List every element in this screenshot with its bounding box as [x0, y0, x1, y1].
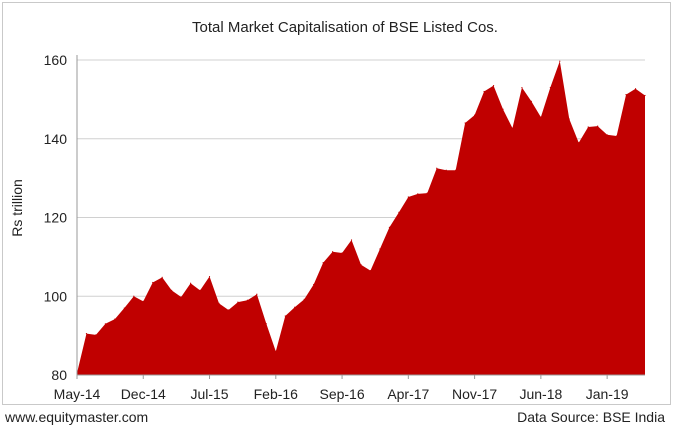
- x-tick-label: Jan-19: [586, 386, 629, 402]
- data-point-May-17: [417, 193, 419, 195]
- data-point-Dec-17: [483, 90, 485, 93]
- x-tick-label: Jun-18: [519, 386, 562, 402]
- data-point-Dec-18: [597, 125, 599, 127]
- x-tick-label: Dec-14: [121, 386, 166, 402]
- data-point-Jun-16: [313, 283, 315, 286]
- data-point-Nov-14: [133, 295, 135, 297]
- data-point-Jul-15: [208, 275, 211, 278]
- data-point-Jul-18: [549, 86, 551, 89]
- x-tick-label: Jul-15: [190, 386, 228, 402]
- data-point-Nov-15: [246, 299, 248, 301]
- data-point-Apr-17: [407, 196, 409, 198]
- data-point-Aug-17: [445, 169, 447, 171]
- data-point-Mar-18: [511, 127, 514, 129]
- data-point-Sep-18: [568, 118, 570, 120]
- data-point-Jan-15: [152, 281, 154, 284]
- data-point-Feb-16: [275, 350, 277, 352]
- data-point-Jan-19: [606, 134, 608, 136]
- x-tick-label: Apr-17: [387, 386, 429, 402]
- data-point-Oct-18: [578, 142, 580, 144]
- y-tick-label: 160: [44, 52, 68, 68]
- x-tick-label: Nov-17: [452, 386, 497, 402]
- data-point-Mar-19: [625, 94, 627, 96]
- data-point-Oct-15: [237, 301, 239, 303]
- data-point-Jan-17: [379, 248, 381, 250]
- y-tick-label: 80: [51, 367, 67, 383]
- data-point-Feb-17: [388, 226, 390, 228]
- x-tick-label: May-14: [54, 386, 101, 402]
- data-point-Nov-17: [474, 114, 476, 116]
- data-points: [76, 60, 646, 374]
- data-point-Oct-17: [464, 122, 466, 124]
- data-point-Aug-14: [104, 323, 106, 325]
- data-point-Jun-14: [85, 333, 88, 335]
- data-point-Apr-19: [634, 88, 637, 90]
- data-point-Jul-17: [436, 167, 438, 169]
- chart-title: Total Market Capitalisation of BSE Liste…: [192, 19, 498, 36]
- data-point-Dec-15: [256, 293, 258, 295]
- y-tick-labels: 80 100 120 140 160: [44, 52, 68, 383]
- data-point-May-15: [190, 282, 192, 284]
- axes: [76, 55, 645, 376]
- data-point-Apr-16: [294, 306, 296, 308]
- data-point-Mar-16: [284, 315, 286, 317]
- x-tick-label: Feb-16: [254, 386, 299, 402]
- data-point-Apr-18: [521, 86, 523, 89]
- data-point-Apr-15: [180, 296, 182, 298]
- data-point-Jan-16: [265, 323, 267, 325]
- data-point-May-18: [530, 100, 533, 102]
- data-point-Oct-16: [350, 239, 353, 241]
- data-point-May-16: [303, 298, 305, 300]
- data-point-Mar-17: [398, 211, 400, 213]
- data-point-Mar-15: [171, 289, 173, 291]
- data-point-Feb-19: [616, 135, 618, 137]
- data-point-Jun-17: [426, 192, 428, 194]
- footer-source-site: www.equitymaster.com: [5, 409, 149, 425]
- y-tick-label: 100: [44, 288, 68, 304]
- data-point-Jun-15: [199, 289, 201, 291]
- area-fill: [77, 61, 645, 376]
- footer-data-source: Data Source: BSE India: [517, 409, 665, 425]
- data-point-Jan-18: [492, 84, 495, 87]
- x-tick-labels: May-14 Dec-14 Jul-15 Feb-16 Sep-16 Apr-17 Nov-…: [54, 375, 629, 402]
- y-tick-label: 140: [44, 131, 68, 147]
- data-point-Dec-14: [142, 300, 144, 302]
- data-point-Aug-18: [559, 60, 561, 62]
- data-point-Jul-16: [322, 262, 324, 264]
- y-axis-label: Rs trillion: [9, 179, 25, 237]
- data-point-Sep-15: [227, 309, 230, 311]
- data-point-May-19: [644, 94, 646, 97]
- data-point-Oct-14: [123, 307, 125, 309]
- data-point-Sep-14: [114, 318, 116, 320]
- data-point-Sep-17: [455, 169, 457, 171]
- data-point-Feb-15: [161, 276, 163, 278]
- area-series: [77, 61, 645, 376]
- y-tick-label: 120: [44, 210, 68, 226]
- x-tick-label: Sep-16: [319, 386, 364, 402]
- data-point-Nov-16: [360, 264, 362, 266]
- data-point-Aug-15: [218, 302, 220, 304]
- data-point-Nov-18: [587, 126, 589, 128]
- data-point-Sep-16: [341, 252, 343, 254]
- data-point-Aug-16: [332, 251, 334, 253]
- data-point-Dec-16: [369, 270, 372, 272]
- data-point-Jul-14: [95, 334, 97, 336]
- data-point-Jun-18: [540, 116, 542, 118]
- data-point-Feb-18: [502, 108, 504, 110]
